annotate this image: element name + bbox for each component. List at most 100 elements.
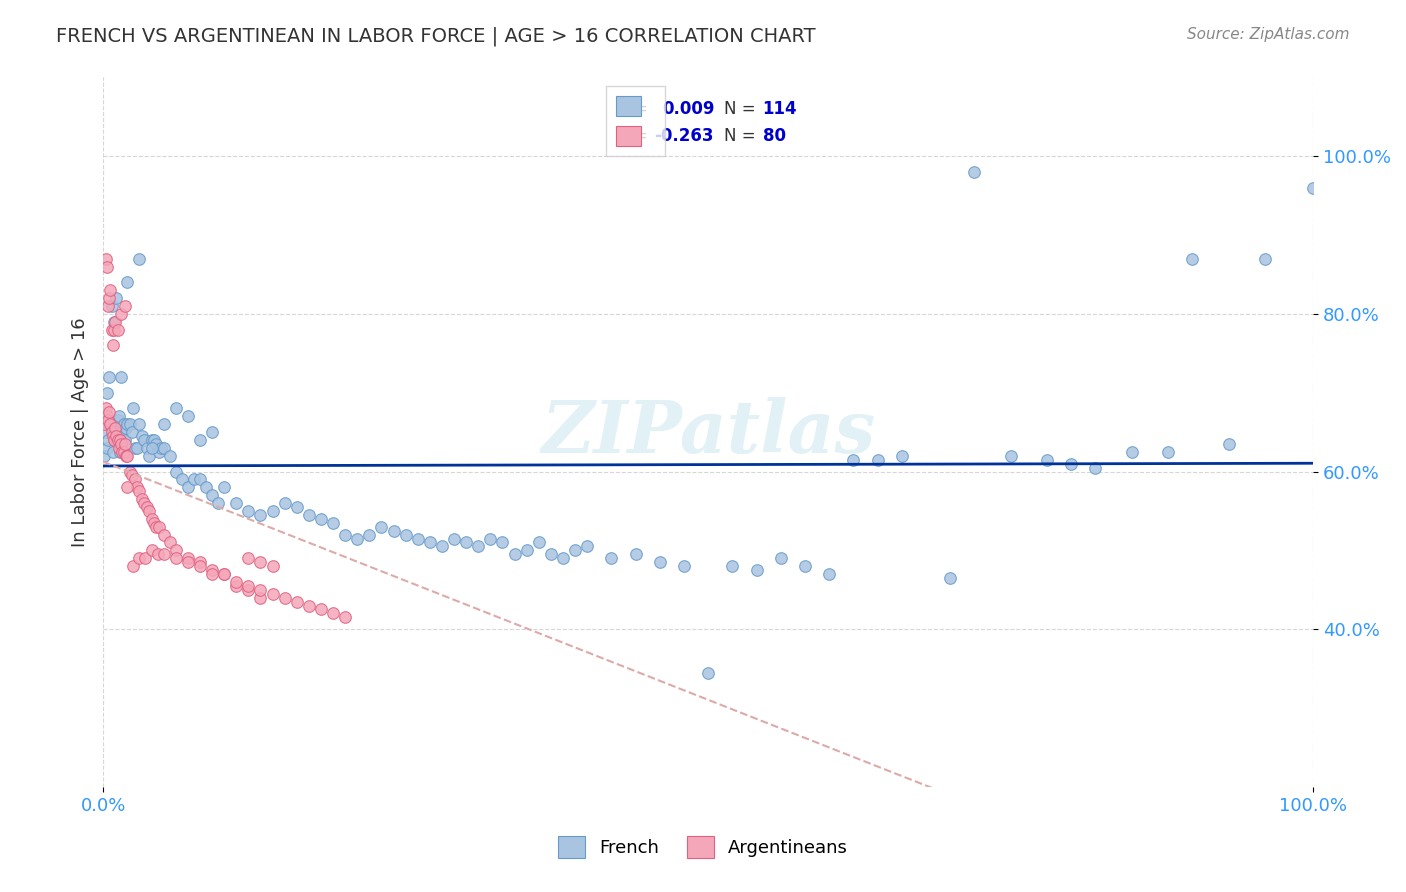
Point: [93, 417, 115, 432]
Point: [238, 504, 260, 518]
Point: [430, 540, 453, 554]
Point: [516, 543, 538, 558]
Point: [212, 480, 235, 494]
Point: [105, 425, 128, 439]
Point: [165, 401, 187, 416]
Point: [183, 472, 205, 486]
Point: [1121, 445, 1143, 459]
Point: [359, 527, 381, 541]
Point: [110, 370, 132, 384]
Point: [225, 496, 247, 510]
Point: [443, 532, 465, 546]
Point: [963, 165, 986, 179]
Point: [225, 579, 247, 593]
Point: [107, 413, 129, 427]
Point: [152, 417, 174, 432]
Point: [121, 425, 143, 439]
Point: [117, 480, 139, 494]
Point: [333, 527, 356, 541]
Point: [107, 323, 129, 337]
Point: [115, 449, 138, 463]
Point: [115, 421, 138, 435]
Point: [107, 433, 129, 447]
Point: [141, 433, 163, 447]
Point: [212, 567, 235, 582]
Point: [238, 582, 260, 597]
Point: [273, 496, 295, 510]
Point: [262, 587, 284, 601]
Text: R =: R =: [617, 101, 648, 119]
Point: [108, 445, 131, 459]
Legend: , : ,: [606, 86, 665, 156]
Point: [249, 555, 271, 569]
Point: [100, 421, 122, 435]
Point: [97, 299, 120, 313]
Point: [97, 433, 120, 447]
Point: [122, 401, 145, 416]
Point: [124, 472, 146, 486]
Point: [177, 409, 200, 424]
Point: [114, 437, 136, 451]
Point: [112, 445, 135, 459]
Point: [150, 441, 173, 455]
Point: [1218, 437, 1240, 451]
Point: [188, 555, 211, 569]
Point: [576, 540, 599, 554]
Point: [94, 425, 117, 439]
Point: [114, 299, 136, 313]
Point: [479, 532, 502, 546]
Point: [98, 417, 121, 432]
Point: [564, 543, 586, 558]
Point: [98, 370, 121, 384]
Point: [131, 429, 153, 443]
Point: [624, 547, 647, 561]
Text: N =: N =: [724, 101, 755, 119]
Point: [141, 441, 163, 455]
Point: [138, 504, 160, 518]
Text: 80: 80: [762, 127, 786, 145]
Point: [148, 519, 170, 533]
Point: [188, 472, 211, 486]
Point: [188, 559, 211, 574]
Point: [101, 429, 124, 443]
Point: [117, 449, 139, 463]
Text: ZIPatlas: ZIPatlas: [541, 397, 876, 467]
Point: [201, 488, 224, 502]
Point: [105, 429, 128, 443]
Point: [406, 532, 429, 546]
Point: [135, 500, 157, 514]
Point: [769, 551, 792, 566]
Point: [141, 512, 163, 526]
Point: [842, 452, 865, 467]
Point: [152, 547, 174, 561]
Point: [298, 508, 321, 522]
Point: [101, 445, 124, 459]
Point: [96, 260, 118, 274]
Point: [285, 500, 308, 514]
Legend: French, Argentineans: French, Argentineans: [551, 829, 855, 865]
Point: [1060, 457, 1083, 471]
Point: [697, 665, 720, 680]
Point: [118, 465, 141, 479]
Point: [939, 571, 962, 585]
Point: [188, 433, 211, 447]
Point: [135, 441, 157, 455]
Point: [165, 543, 187, 558]
Point: [114, 433, 136, 447]
Point: [540, 547, 562, 561]
Point: [108, 441, 131, 455]
Point: [93, 449, 115, 463]
Point: [103, 433, 125, 447]
Point: [262, 504, 284, 518]
Point: [273, 591, 295, 605]
Text: 114: 114: [762, 101, 797, 119]
Point: [1036, 452, 1059, 467]
Point: [322, 516, 344, 530]
Point: [745, 563, 768, 577]
Point: [152, 527, 174, 541]
Point: [551, 551, 574, 566]
Point: [491, 535, 513, 549]
Point: [370, 519, 392, 533]
Point: [1181, 252, 1204, 266]
Point: [103, 315, 125, 329]
